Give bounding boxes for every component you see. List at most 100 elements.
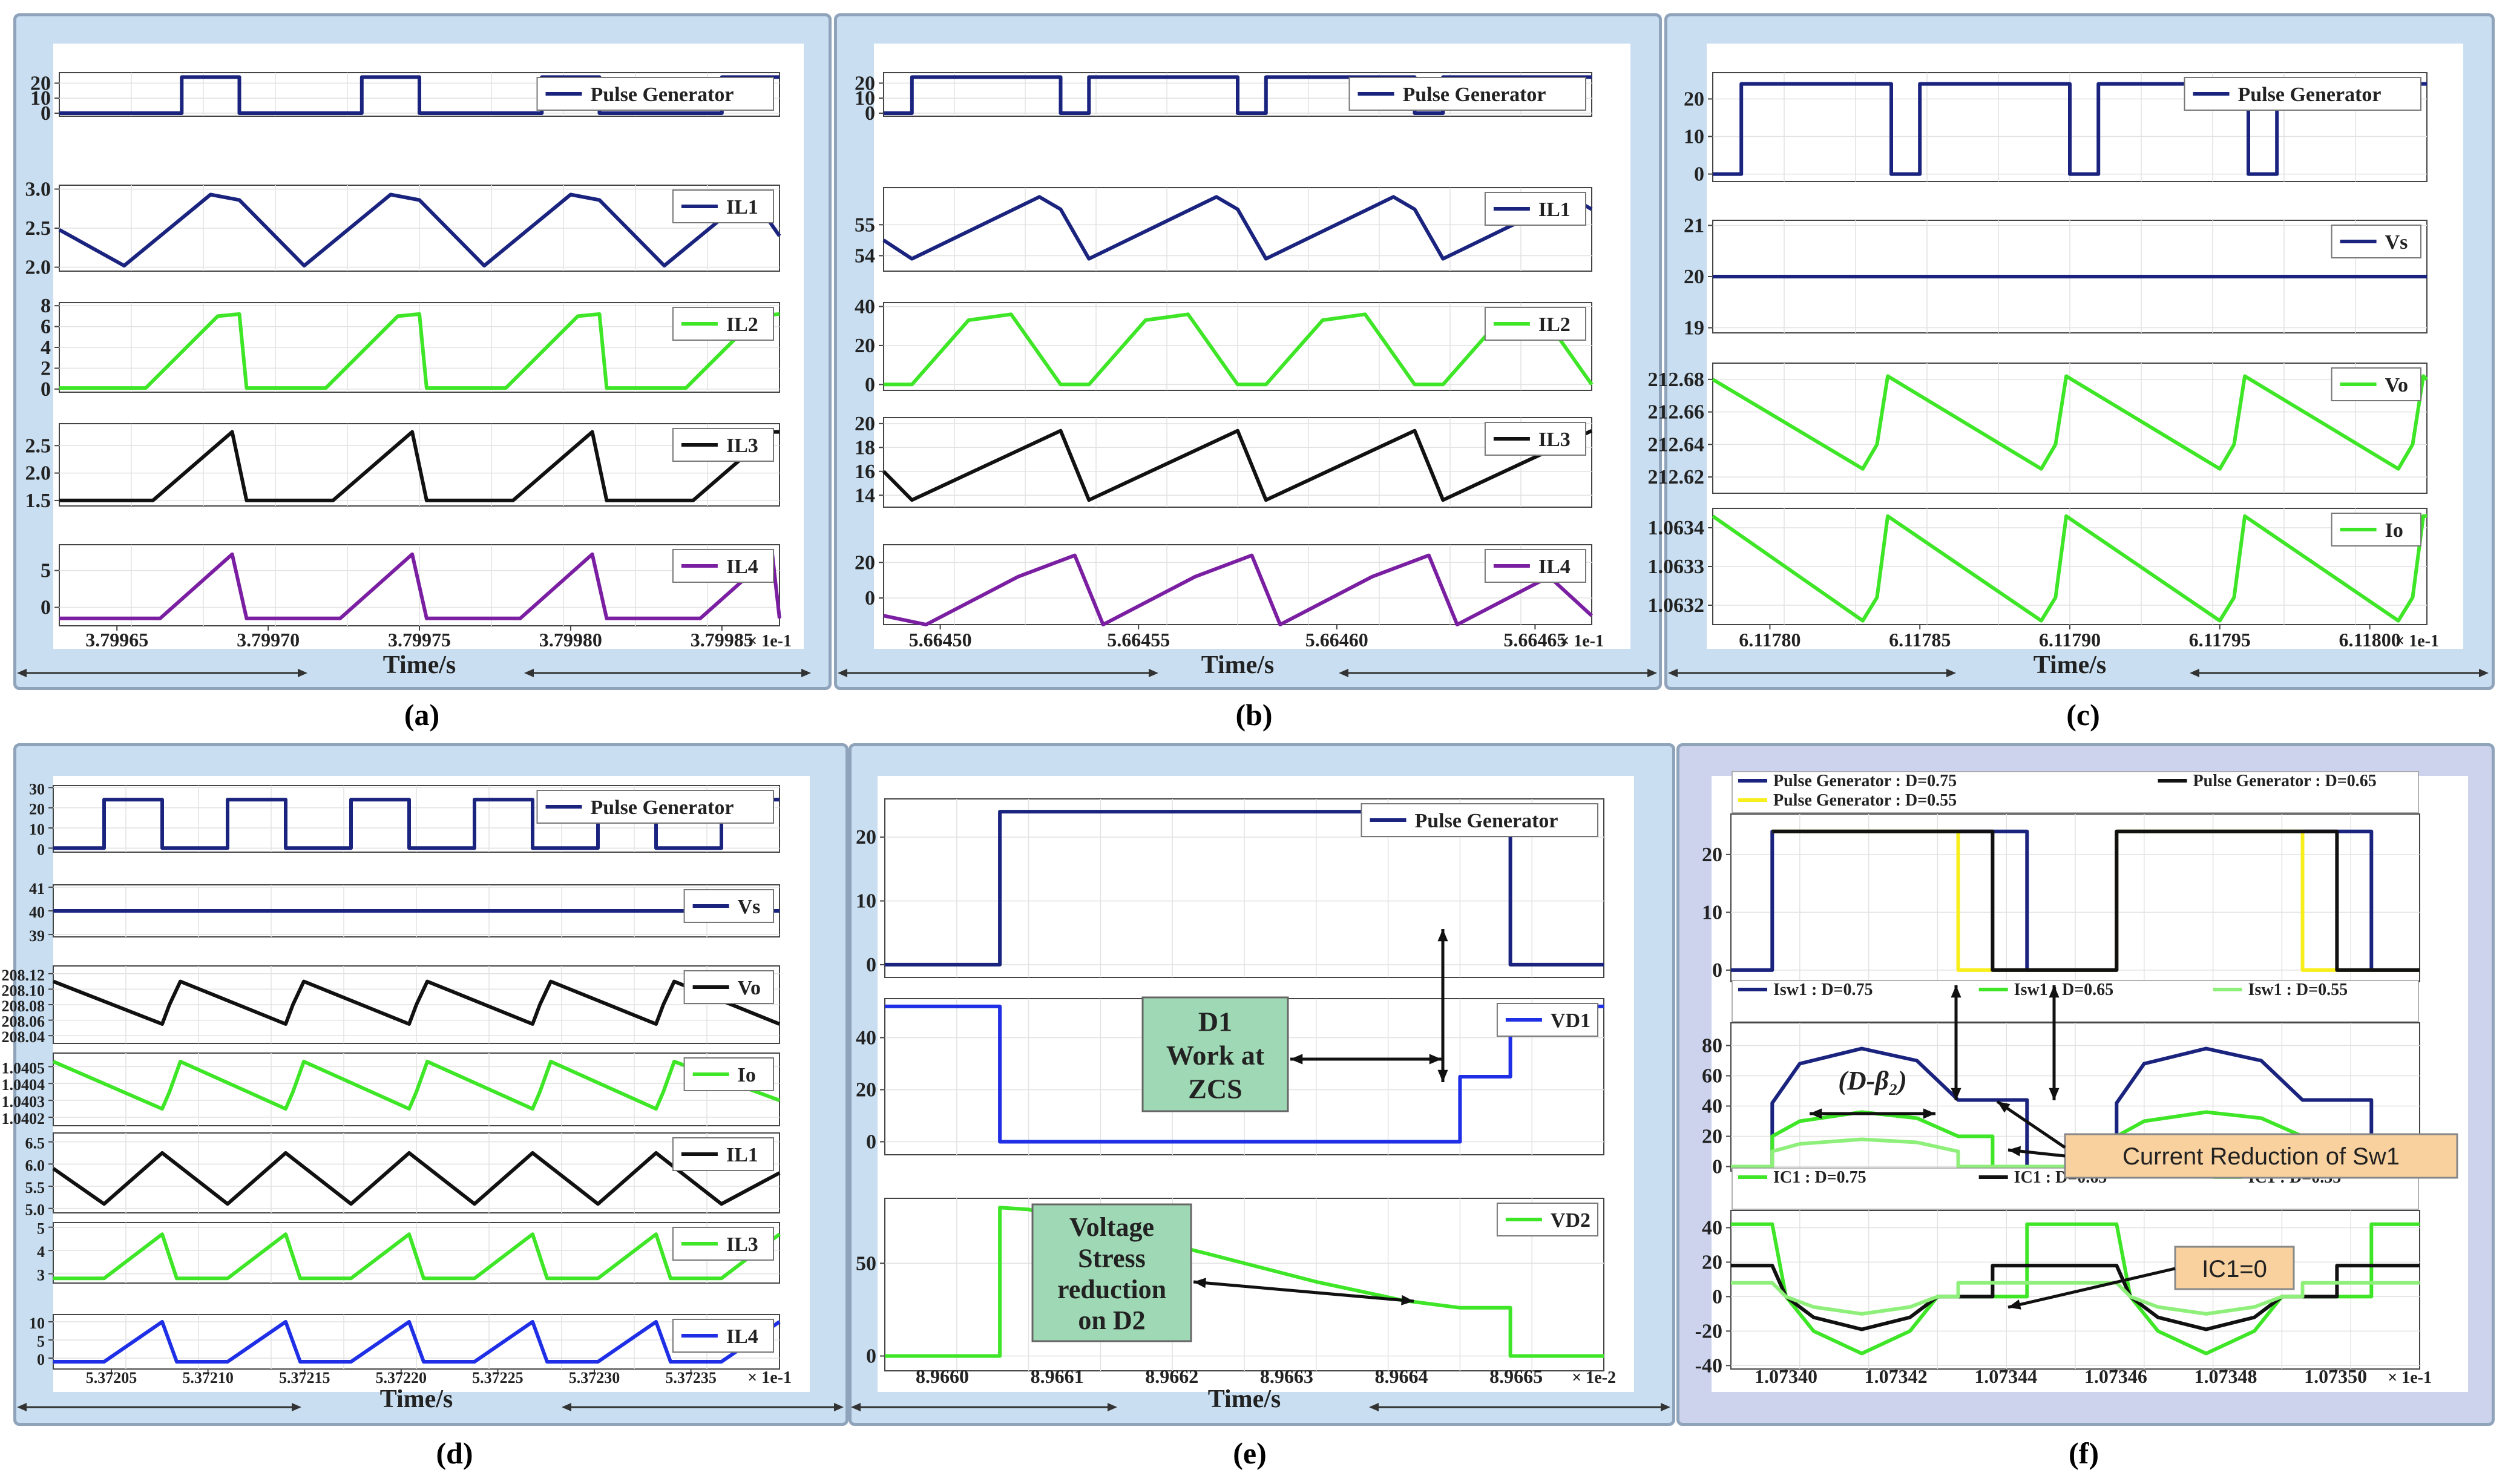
- legend-label: IL3: [726, 435, 758, 457]
- legend-label: Vo: [738, 977, 761, 999]
- y-tick-label: 20: [29, 801, 45, 818]
- y-tick-label: 1.0632: [1648, 594, 1705, 617]
- annotation-box: [2064, 1133, 2458, 1179]
- legend-label: Pulse Generator : D=0.55: [1773, 791, 1957, 810]
- y-tick-label: 40: [1702, 1095, 1722, 1118]
- series-line: [885, 810, 1604, 967]
- x-tick-label: 8.9664: [1374, 1365, 1428, 1387]
- y-tick-label: 54: [855, 245, 875, 267]
- legend-box: [672, 307, 775, 341]
- legend-label: IL4: [1538, 556, 1571, 578]
- scroll-arrow-left: [17, 669, 307, 677]
- y-tick-label: 0: [1712, 1285, 1722, 1308]
- annotation-text: IC1=0: [2202, 1256, 2267, 1282]
- legend: Pulse Generator: [536, 77, 774, 111]
- legend-label: Vo: [2385, 374, 2408, 396]
- y-tick-label: 5.0: [25, 1201, 45, 1219]
- legend-label: Vs: [2385, 231, 2408, 254]
- x-tick-label: 3.79980: [539, 629, 602, 651]
- panel-label-b: (b): [1235, 698, 1273, 732]
- legend-label: Pulse Generator : D=0.65: [2193, 772, 2377, 790]
- legend: IL4: [672, 549, 775, 583]
- y-tick-label: 0: [1712, 1156, 1722, 1178]
- panel-label-f: (f): [2069, 1436, 2099, 1470]
- x-tick-label: 3.79965: [85, 629, 148, 651]
- series-line: [52, 1060, 781, 1111]
- chart-panel-e: 0 10 20 Pulse Generator 0 20 40 VD1 0 50 VD2 8.9660…: [856, 798, 1616, 1413]
- legend: IL3: [1484, 422, 1586, 456]
- x-tick-label: 1.07342: [1865, 1365, 1928, 1387]
- subplot-2: 0 50 VD2: [856, 1198, 1604, 1371]
- y-tick-label: 6.0: [25, 1157, 45, 1174]
- y-tick-label: 60: [1702, 1065, 1722, 1088]
- y-tick-label: 208.04: [2, 1028, 45, 1046]
- x-axis-label: Time/s: [1201, 651, 1275, 679]
- y-tick-label: 1.0402: [2, 1110, 45, 1128]
- sw-arrow-1: [1951, 985, 1961, 1100]
- legend: VD2: [1496, 1203, 1598, 1236]
- y-tick-label: 55: [855, 214, 875, 236]
- scroll-arrow-left: [851, 1403, 1117, 1411]
- legend-label: Vs: [738, 896, 761, 918]
- series-line: [59, 75, 780, 115]
- y-tick-label: 4: [37, 1243, 45, 1261]
- y-tick-label: 10: [29, 821, 45, 838]
- x-tick-label: 6.11790: [2039, 629, 2101, 651]
- annotation-text: D1: [1198, 1006, 1232, 1037]
- beta-label: (D-β₂): [1838, 1066, 1907, 1095]
- legend: Isw1 : D=0.75 Isw1 : D=0.65 Isw1 : D=0.55: [1732, 980, 2419, 1022]
- x-tick-label: 6.11795: [2189, 629, 2251, 651]
- y-tick-label: 212.62: [1648, 466, 1705, 488]
- series-line: [882, 195, 1593, 261]
- d2-arrow: [1193, 1278, 1414, 1305]
- legend: Pulse Generator: [1348, 77, 1586, 111]
- x-multiplier: × 1e-1: [2395, 632, 2439, 651]
- series-line: [58, 192, 781, 268]
- y-tick-label: 0: [37, 841, 45, 858]
- series-line: [52, 1151, 781, 1206]
- series-line: [1772, 829, 2420, 972]
- x-tick-label: 6.11800: [2339, 629, 2400, 651]
- legend: Vs: [683, 889, 774, 923]
- legend-label: IC1 : D=0.75: [1773, 1168, 1866, 1187]
- y-tick-label: 3.0: [25, 178, 51, 200]
- x-tick-label: 3.79985: [691, 629, 753, 651]
- y-tick-label: 18: [855, 436, 875, 459]
- legend-box: [1732, 980, 2419, 1022]
- y-tick-label: 1.0403: [2, 1093, 45, 1111]
- y-tick-label: 212.68: [1648, 369, 1705, 391]
- y-tick-label: 4: [41, 337, 51, 359]
- legend: IL3: [672, 428, 775, 462]
- legend: IL2: [1484, 307, 1586, 341]
- y-tick-label: 208.10: [2, 982, 45, 999]
- subplot-1: 2.0 2.5 3.0 IL1: [25, 178, 781, 279]
- y-tick-label: 212.66: [1648, 401, 1705, 424]
- y-tick-label: 1.0633: [1648, 556, 1705, 578]
- annotation-text: on D2: [1078, 1305, 1145, 1335]
- legend: IL1: [1484, 192, 1586, 226]
- y-tick-label: 212.64: [1648, 433, 1705, 456]
- y-tick-label: -20: [1695, 1320, 1722, 1342]
- annotation-text: Voltage: [1069, 1212, 1154, 1242]
- legend-label: Io: [2385, 519, 2403, 542]
- x-tick-label: 1.07346: [2084, 1365, 2147, 1387]
- y-tick-label: 20: [1702, 1251, 1722, 1273]
- subplot-2: 0 20 40 IL2: [855, 295, 1594, 396]
- ic1-arrow: [2007, 1267, 2176, 1310]
- legend: IL1: [672, 1137, 775, 1171]
- scroll-arrow-right: [1339, 669, 1657, 677]
- legend-label: Isw1 : D=0.65: [2014, 980, 2114, 999]
- scroll-arrow-right: [2190, 669, 2489, 677]
- y-tick-label: 6: [41, 316, 51, 338]
- y-tick-label: 0: [41, 378, 51, 401]
- x-tick-label: 1.07350: [2304, 1365, 2367, 1387]
- subplot-3: 1.5 2.0 2.5 IL3: [25, 423, 780, 512]
- scroll-arrow-right: [562, 1403, 844, 1411]
- annotation-text: Work at: [1166, 1040, 1265, 1071]
- y-tick-label: 0: [865, 373, 875, 396]
- y-tick-label: 208.06: [2, 1013, 45, 1031]
